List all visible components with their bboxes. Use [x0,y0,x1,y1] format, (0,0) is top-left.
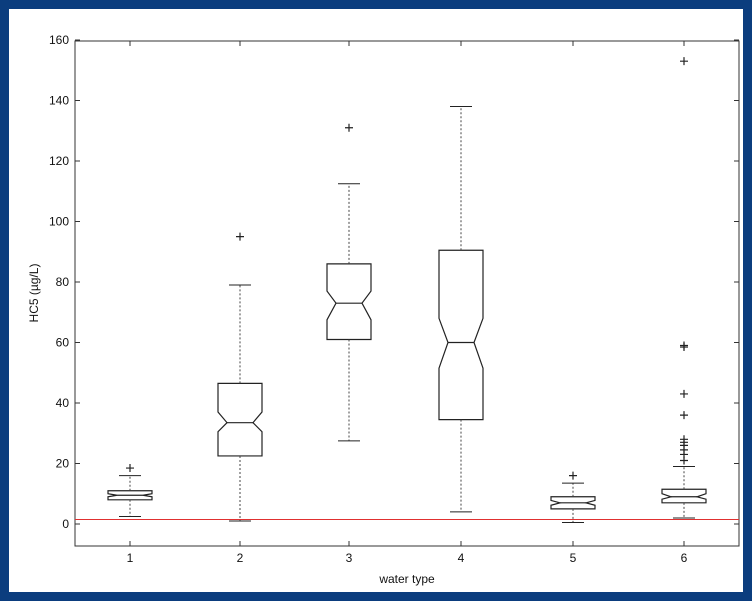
y-tick-label: 20 [56,457,70,471]
box-category-5 [550,471,596,523]
box-category-6 [661,57,707,519]
x-tick-label: 1 [127,551,134,565]
outlier-marker [569,471,577,480]
box-body [217,382,263,457]
outlier-marker [680,389,688,398]
outlier-marker [236,232,244,241]
box-category-1 [107,464,153,517]
x-tick-label: 6 [681,551,688,565]
outlier-marker [126,464,134,473]
outlier-marker [345,123,353,132]
box-body [438,249,484,421]
y-tick-label: 100 [49,215,69,229]
box-body [326,263,372,341]
box-category-2 [217,232,263,522]
x-axis-label: water type [378,572,435,586]
y-axis: 0 20 40 60 80 100 120 140 160 [49,33,739,531]
y-tick-label: 0 [62,517,69,531]
boxes-group [107,57,707,523]
y-tick-label: 60 [56,336,70,350]
y-axis-label: HC5 (µg/L) [27,264,41,323]
x-tick-label: 5 [570,551,577,565]
box-body [661,488,707,504]
x-tick-label: 2 [237,551,244,565]
outlier-marker [680,57,688,66]
box-body [550,496,596,510]
box-body [107,490,153,501]
outlier-marker [680,341,688,350]
box-category-4 [438,106,484,513]
y-tick-label: 160 [49,33,69,47]
y-tick-label: 140 [49,94,69,108]
outlier-marker [680,411,688,420]
x-tick-label: 3 [346,551,353,565]
y-tick-label: 40 [56,396,70,410]
y-tick-label: 80 [56,275,70,289]
box-category-3 [326,123,372,442]
plot-area-border [74,40,740,547]
x-axis: 1 2 3 4 5 6 [127,41,688,565]
y-tick-label: 120 [49,154,69,168]
outlier-marker [680,435,688,444]
x-tick-label: 4 [458,551,465,565]
